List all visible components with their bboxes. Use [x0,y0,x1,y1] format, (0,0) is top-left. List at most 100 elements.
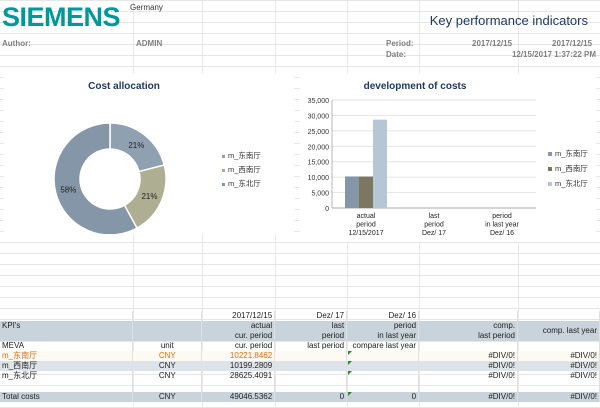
column-header: comp. [418,321,518,331]
table-header-row: cur. period period in last year last per… [0,331,600,341]
legend-item: m_东北厅 [548,178,588,189]
chart-legend: m_东南厅 m_西南厅 m_东北厅 [548,148,588,193]
chart-title: development of costs [363,81,467,92]
legend-swatch [548,167,552,172]
x-tick-label: Dez/ 16 [490,230,514,237]
y-tick-label: 25,000 [308,129,330,136]
cell[interactable]: 0 [346,392,420,402]
table-row[interactable]: m_东南厅 CNY 10221.8462 #DIV/0! #DIV/0! [0,351,600,361]
date-value[interactable]: 12/15/2017 1:37:22 PM [511,50,596,59]
cell[interactable]: CNY [132,351,203,361]
cell[interactable]: Total costs [0,392,134,402]
kpi-table: 2017/12/15 Dez/ 17 Dez/ 16 KPI's actual … [0,311,600,402]
slice-label: 21% [141,192,157,201]
date-label: Date: [386,50,407,59]
y-tick-label: 35,000 [308,98,330,105]
cell[interactable]: m_东北厅 [0,371,134,381]
legend-label: m_西南厅 [228,165,261,174]
bar [373,119,387,208]
author-value[interactable]: ADMIN [136,39,163,48]
cost-allocation-chart[interactable]: Cost allocation 21% 21% 58% m_东南厅 m_西南厅 m_东北… [4,74,294,234]
cell[interactable]: CNY [132,371,203,381]
x-tick-label: period [492,213,512,220]
cell[interactable]: m_东南厅 [0,351,134,361]
cell[interactable]: #DIV/0! [517,371,600,381]
period-label: Period: [386,39,414,48]
cell[interactable]: CNY [132,392,203,402]
legend-item: m_东南厅 [222,150,261,161]
period-to[interactable]: 2017/12/15 [552,39,593,48]
cell[interactable]: 49046.5362 [201,392,276,402]
slice-label: 21% [128,141,144,150]
x-tick-label: period [356,222,376,229]
column-header: KPI's [0,321,134,331]
chart-title: Cost allocation [88,81,160,92]
legend-label: m_东北厅 [228,179,261,188]
x-tick-label: 12/15/2017 [348,230,383,237]
y-tick-label: 10,000 [308,175,330,182]
table-row[interactable]: m_东北厅 CNY 28625.4091 #DIV/0! #DIV/0! [0,371,600,381]
table-spacer-row [0,381,600,392]
cell[interactable]: 0 [274,392,348,402]
bar [359,176,373,208]
cell[interactable]: 10221.8462 [201,351,276,361]
table-row[interactable]: m_西南厅 CNY 10199.2809 #DIV/0! #DIV/0! [0,361,600,371]
cell[interactable] [274,361,348,371]
cell[interactable]: #DIV/0! [418,361,518,371]
legend-swatch [222,182,225,186]
legend-swatch [222,168,225,172]
table-periods-row: 2017/12/15 Dez/ 17 Dez/ 16 [0,311,600,321]
column-header: period [274,331,348,341]
cell[interactable]: #DIV/0! [517,351,600,361]
period-header: Dez/ 16 [346,311,420,321]
cell[interactable] [346,361,420,371]
cell[interactable]: #DIV/0! [418,351,518,361]
legend-swatch [548,152,552,157]
legend-item: m_西南厅 [548,163,588,174]
y-tick-label: 15,000 [308,160,330,167]
legend-item: m_西南厅 [222,164,261,175]
table-subheader-row: MEVA unit cur. period last period compar… [0,341,600,351]
column-header: last [274,321,348,331]
cell: cur. period [201,341,276,351]
total-row[interactable]: Total costs CNY 49046.5362 0 0 #DIV/0! #… [0,392,600,402]
cell[interactable] [274,371,348,381]
cell[interactable]: #DIV/0! [517,361,600,371]
cost-development-chart[interactable]: development of costs 0 5,000 10,000 15,000 2… [300,74,596,242]
x-tick-label: in last year [485,222,520,229]
cell[interactable]: #DIV/0! [418,392,518,402]
column-header: actual [201,321,276,331]
period-from[interactable]: 2017/12/15 [472,39,513,48]
x-tick-label: actual [357,213,376,220]
legend-label: m_西南厅 [555,164,588,173]
period-header: 2017/12/15 [201,311,276,321]
legend-item: m_东北厅 [222,178,261,189]
legend-item: m_东南厅 [548,148,588,159]
bar-chart-svg: 0 5,000 10,000 15,000 20,000 25,000 30,000 35,0… [308,98,536,237]
donut-chart-svg: 21% 21% 58% [53,122,167,234]
x-tick-label: last [429,213,440,220]
cell[interactable]: #DIV/0! [517,392,600,402]
column-header: period [346,321,420,331]
period-header: Dez/ 17 [274,311,348,321]
column-header: in last year [346,331,420,341]
column-header: comp. last year [517,321,600,341]
legend-swatch [222,154,225,158]
cell[interactable] [346,351,420,361]
cell[interactable]: m_西南厅 [0,361,134,371]
cell[interactable] [274,351,348,361]
cell[interactable]: 10199.2809 [201,361,276,371]
column-header: cur. period [201,331,276,341]
legend-label: m_东南厅 [555,149,588,158]
legend-label: m_东北厅 [555,179,588,188]
cell: compare last year [346,341,420,351]
y-tick-label: 5,000 [311,191,329,198]
y-tick-label: 20,000 [308,144,330,151]
cell[interactable] [346,371,420,381]
cell[interactable]: 28625.4091 [201,371,276,381]
cell[interactable]: CNY [132,361,203,371]
cell[interactable]: #DIV/0! [418,371,518,381]
legend-label: m_东南厅 [228,151,261,160]
slice-label: 58% [60,186,76,195]
page-title: Key performance indicators [429,13,588,28]
